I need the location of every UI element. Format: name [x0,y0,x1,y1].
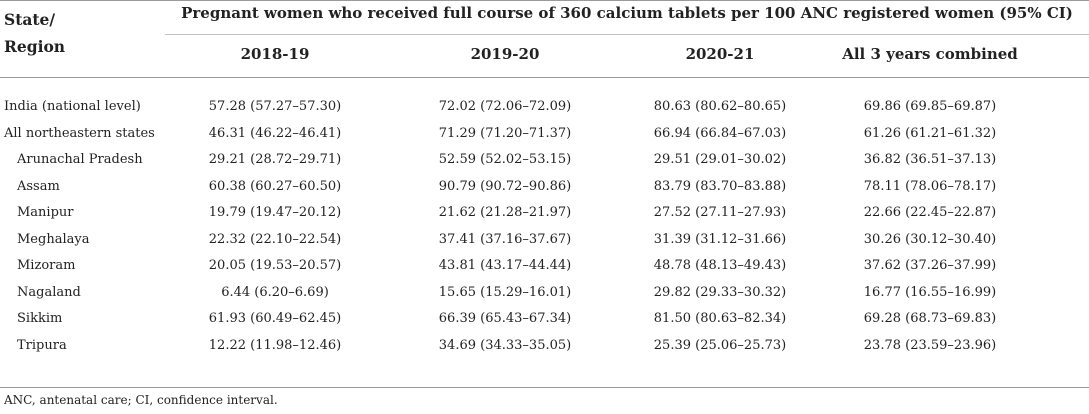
row-label: Mizoram [17,258,76,273]
table-cell: 66.39 (65.43–67.34) [438,311,572,326]
table-top-rule [0,0,1089,1]
table-cell: 69.86 (69.85–69.87) [863,99,997,114]
table-cell: 43.81 (43.17–44.44) [438,258,572,273]
table-cell: 46.31 (46.22–46.41) [208,125,342,141]
row-label: Tripura [17,337,67,353]
table-row: Mizoram 20.05 (19.53–20.57) 43.81 (43.17–4… [0,253,1089,278]
row-label: Manipur [17,205,74,220]
table-cell: 19.79 (19.47–20.12) [208,205,342,220]
table-cell: 29.21 (28.72–29.71) [208,152,342,167]
column-header-2018-19: 2018-19 [240,45,310,63]
table-bottom-rule [0,387,1089,388]
row-label: Meghalaya [17,231,90,247]
table-cell: 21.62 (21.28–21.97) [438,205,572,220]
table-cell: 61.26 (61.21–61.32) [863,125,997,141]
table-cell: 23.78 (23.59–23.96) [863,337,997,353]
table-cell: 30.26 (30.12–30.40) [863,231,997,247]
table-row: Manipur 19.79 (19.47–20.12) 21.62 (21.28–2… [0,200,1089,225]
table-cell: 27.52 (27.11–27.93) [653,205,787,220]
table-row: Arunachal Pradesh 29.21 (28.72–29.71) 52.5… [0,147,1089,172]
column-header-2020-21: 2020-21 [685,45,755,63]
row-label: All northeastern states [4,125,155,141]
table-cell: 83.79 (83.70–83.88) [653,178,787,194]
state-header-line1: State/ [4,10,56,29]
row-label: Sikkim [17,311,63,326]
table-row: Meghalaya 22.32 (22.10–22.54) 37.41 (37.16… [0,227,1089,252]
row-label: Arunachal Pradesh [17,152,143,167]
row-label: Nagaland [17,284,81,300]
column-header-2019-20: 2019-20 [470,45,540,63]
table-row: Nagaland 6.44 (6.20–6.69) 15.65 (15.29–16.… [0,280,1089,305]
table-cell: 15.65 (15.29–16.01) [438,284,572,300]
table-cell: 80.63 (80.62–80.65) [653,99,787,114]
table-cell: 90.79 (90.72–90.86) [438,178,572,194]
column-header-all-years: All 3 years combined [842,45,1018,63]
table-footnote: ANC, antenatal care; CI, confidence inte… [4,393,278,407]
table-cell: 66.94 (66.84–67.03) [653,125,787,141]
table-cell: 78.11 (78.06–78.17) [863,178,997,194]
table-cell: 34.69 (34.33–35.05) [438,337,572,353]
table-cell: 25.39 (25.06–25.73) [653,337,787,353]
table-row: Assam 60.38 (60.27–60.50) 90.79 (90.72–90.… [0,174,1089,199]
table-cell: 69.28 (68.73–69.83) [863,311,997,326]
table-cell: 57.28 (57.27–57.30) [208,99,342,114]
table-row: India (national level) 57.28 (57.27–57.30… [0,94,1089,119]
table-cell: 29.51 (29.01–30.02) [653,152,787,167]
table-cell: 29.82 (29.33–30.32) [653,284,787,300]
table-cell: 71.29 (71.20–71.37) [438,125,572,141]
table-cell: 37.41 (37.16–37.67) [438,231,572,247]
row-label: India (national level) [4,99,141,114]
table-cell: 81.50 (80.63–82.34) [653,311,787,326]
header-bottom-rule [0,77,1089,78]
table-row: All northeastern states 46.31 (46.22–46.4… [0,121,1089,146]
state-header-line2: Region [4,37,66,56]
table-cell: 22.32 (22.10–22.54) [208,231,342,247]
state-region-header: State/ Region [4,6,65,60]
table-row: Tripura 12.22 (11.98–12.46) 34.69 (34.33–3… [0,333,1089,358]
table-cell: 52.59 (52.02–53.15) [438,152,572,167]
spanning-header-rule [165,34,1089,35]
table-cell: 16.77 (16.55–16.99) [863,284,997,300]
table-cell: 60.38 (60.27–60.50) [208,178,342,194]
row-label: Assam [17,178,60,194]
table-cell: 6.44 (6.20–6.69) [221,284,329,300]
table-cell: 72.02 (72.06–72.09) [438,99,572,114]
table-cell: 61.93 (60.49–62.45) [208,311,342,326]
table-cell: 12.22 (11.98–12.46) [208,337,342,353]
table-cell: 37.62 (37.26–37.99) [863,258,997,273]
table-row: Sikkim 61.93 (60.49–62.45) 66.39 (65.43–67… [0,306,1089,331]
table-cell: 48.78 (48.13–49.43) [653,258,787,273]
table-cell: 22.66 (22.45–22.87) [863,205,997,220]
table-cell: 31.39 (31.12–31.66) [653,231,787,247]
table-cell: 36.82 (36.51–37.13) [863,152,997,167]
table-cell: 20.05 (19.53–20.57) [208,258,342,273]
spanning-header: Pregnant women who received full course … [181,4,1073,22]
